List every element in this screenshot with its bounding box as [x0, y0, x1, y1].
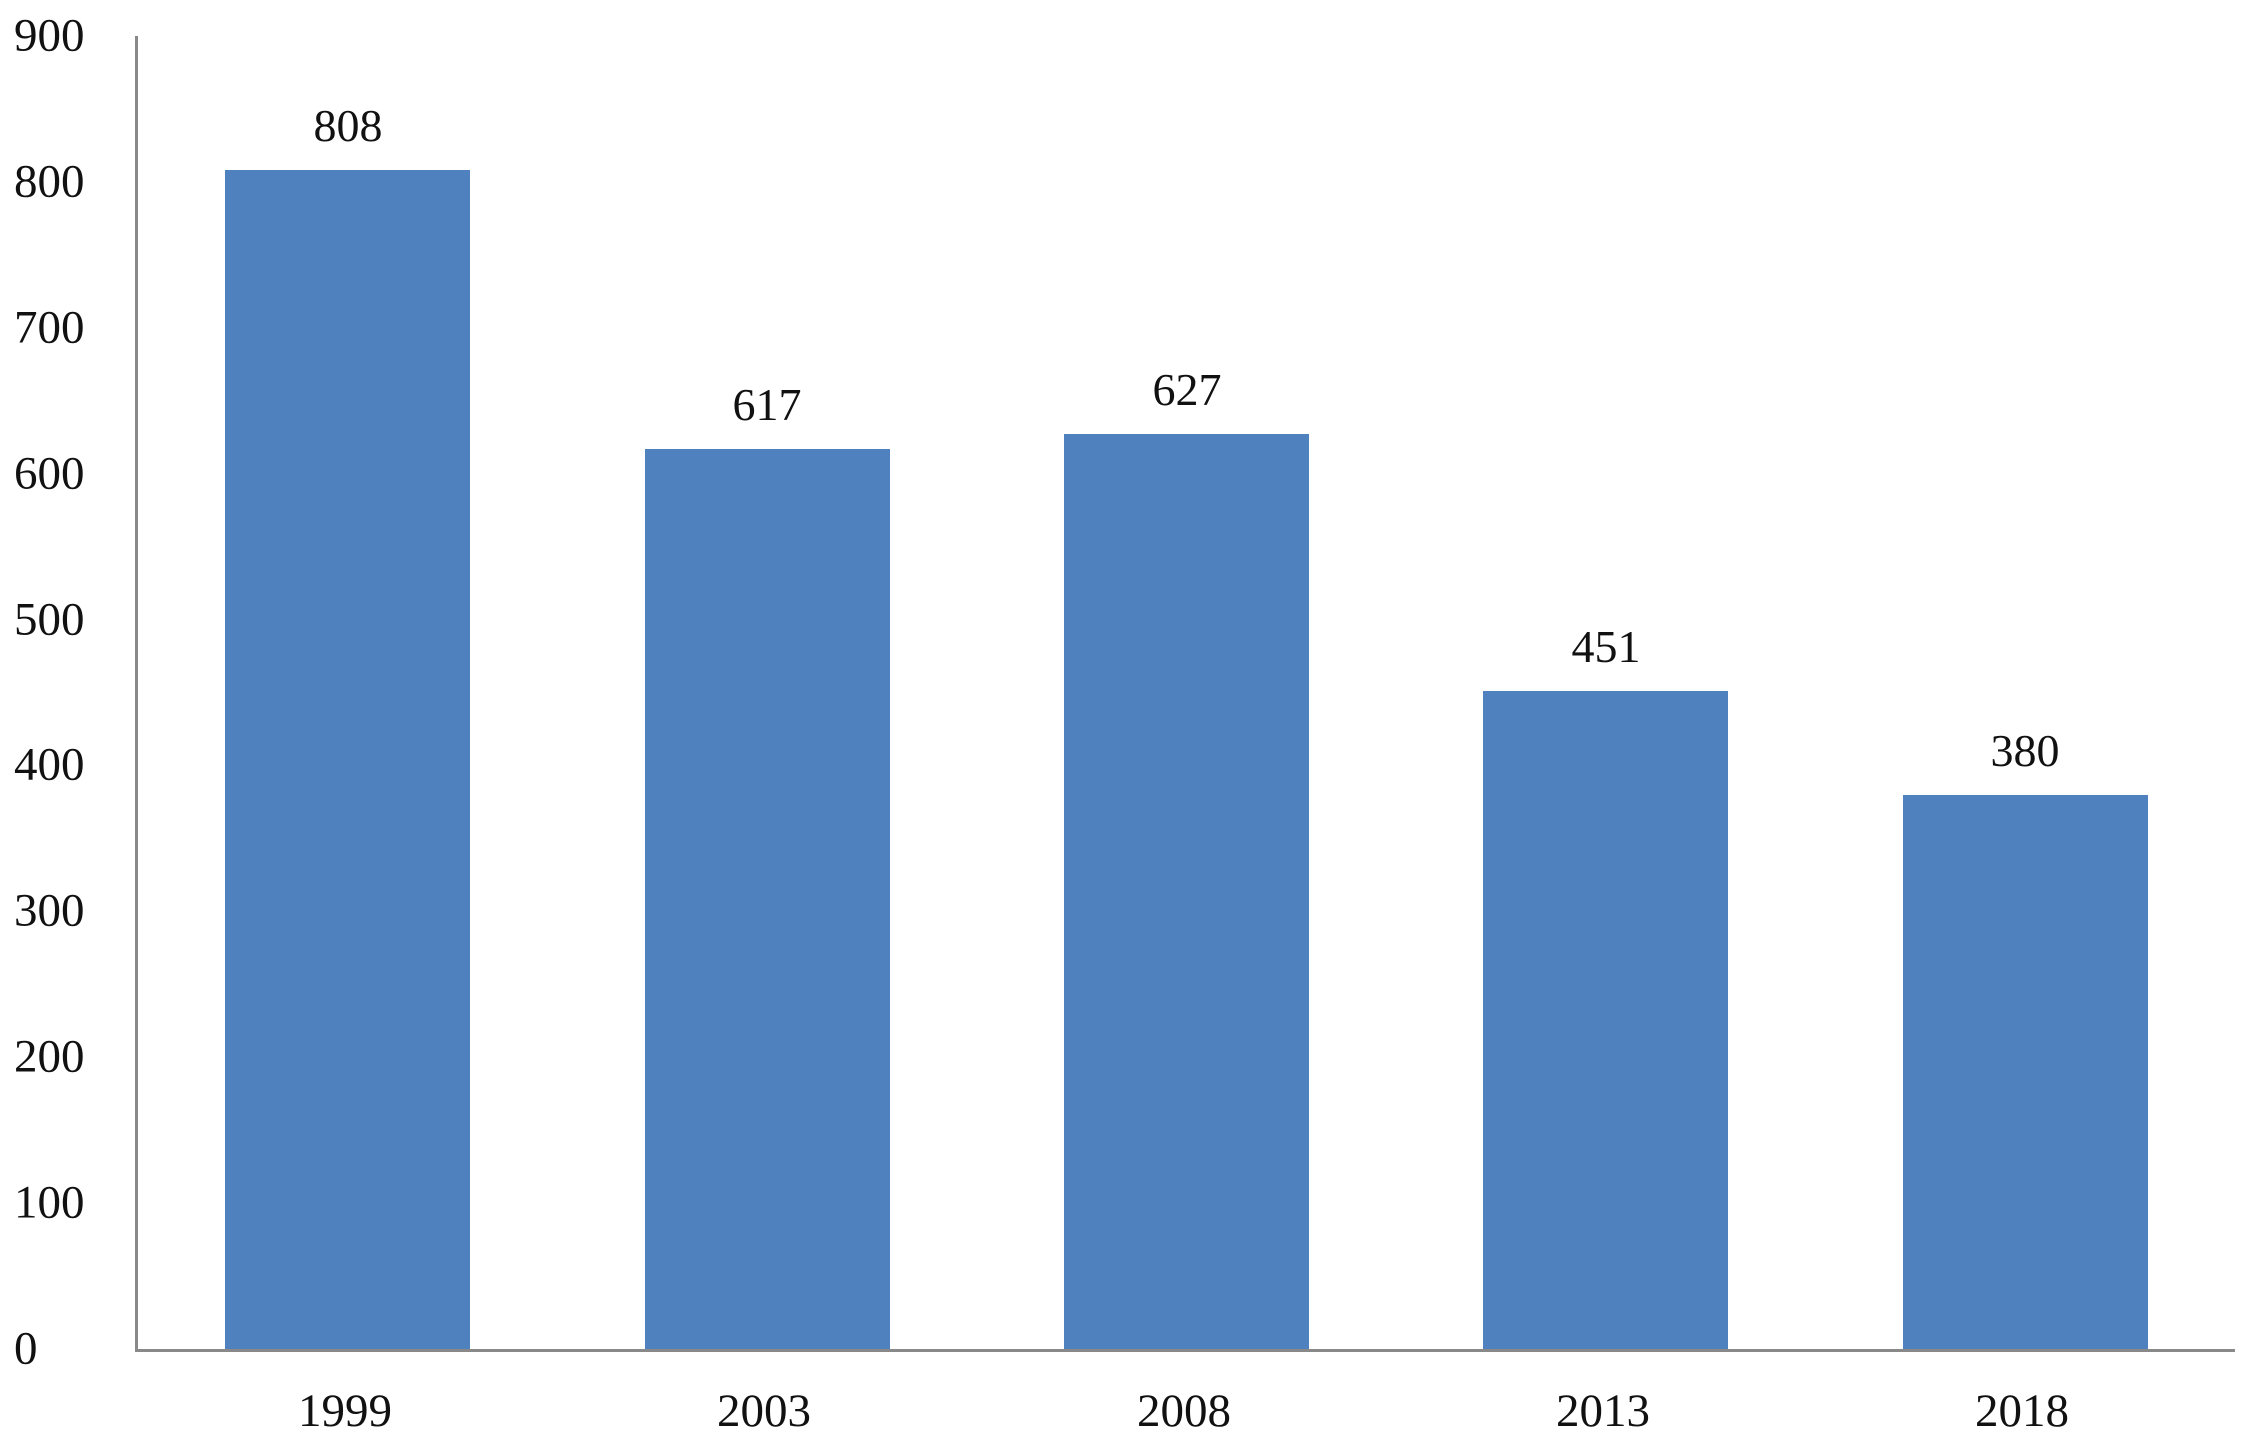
y-axis-tick-label: 300: [14, 884, 85, 937]
y-axis-tick-label: 700: [14, 301, 85, 354]
bar-value-label: 808: [313, 100, 383, 151]
x-axis-category-label: 2018: [1975, 1385, 2069, 1437]
bar-value-label: 627: [1152, 364, 1222, 415]
y-axis-tick-label: 500: [14, 593, 85, 646]
x-axis-category-label: 2008: [1137, 1385, 1231, 1437]
bar-2013: [1483, 691, 1728, 1349]
x-axis-category-label: 2013: [1556, 1385, 1650, 1437]
y-axis-tick-label: 900: [14, 9, 85, 62]
x-axis-category-label: 2003: [717, 1385, 811, 1437]
x-axis-category-label: 1999: [298, 1385, 392, 1437]
y-axis-tick-label: 200: [14, 1030, 85, 1083]
y-axis-tick-label: 800: [14, 155, 85, 208]
plot-area: 808 617 627 451 380: [135, 36, 2235, 1352]
bar-value-label: 617: [732, 379, 802, 430]
y-axis-tick-label: 600: [14, 447, 85, 500]
bar-2018: [1903, 795, 2148, 1349]
y-axis-tick-label: 100: [14, 1176, 85, 1229]
bar-2003: [645, 449, 890, 1349]
bar-1999: [225, 170, 470, 1349]
bar-2008: [1064, 434, 1309, 1349]
y-axis-tick-label: 0: [14, 1322, 38, 1375]
bar-value-label: 380: [1990, 725, 2060, 776]
y-axis-tick-label: 400: [14, 738, 85, 791]
bar-value-label: 451: [1571, 621, 1641, 672]
